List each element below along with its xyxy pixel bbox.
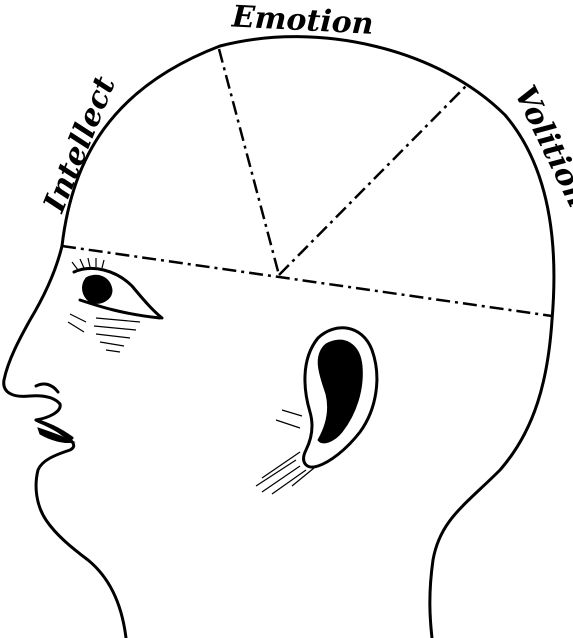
- eye-lashes: [71, 257, 105, 271]
- eye-upper-lid: [72, 267, 164, 320]
- ear-helix: [336, 354, 351, 400]
- eye-lower-lid: [78, 298, 162, 320]
- ear-inner-shadow: [317, 339, 363, 444]
- emotion-volition-division-line: [278, 85, 467, 276]
- eye-iris: [82, 274, 113, 304]
- eye-socket-hatching: [67, 313, 141, 353]
- label-intellect: Intellect: [37, 71, 123, 218]
- nostril: [34, 382, 60, 394]
- ear-outline: [302, 326, 379, 469]
- ear-hatching: [255, 409, 315, 495]
- emotion-intellect-division-line: [217, 48, 281, 276]
- label-emotion: Emotion: [230, 0, 374, 42]
- horizontal-division-line: [61, 244, 553, 318]
- lip-shadow: [37, 427, 76, 443]
- label-volition: Volition: [507, 80, 573, 213]
- mouth: [34, 418, 74, 440]
- skull-outline: [60, 35, 556, 638]
